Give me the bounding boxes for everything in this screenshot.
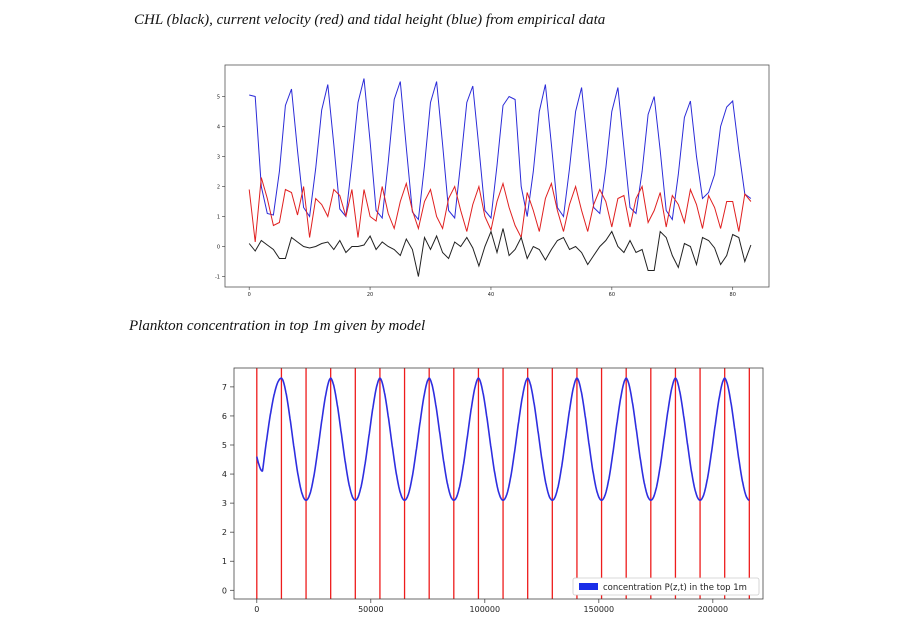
y-tick-label: 6 (222, 412, 227, 421)
series-line-2 (248, 228, 752, 277)
y-tick-label: 0 (217, 244, 220, 250)
x-tick-label: 80 (730, 292, 736, 298)
x-tick-label: 150000 (584, 605, 615, 614)
legend-swatch (579, 583, 598, 590)
x-tick-label: 60 (609, 292, 615, 298)
y-tick-label: 2 (222, 528, 227, 537)
legend-label: concentration P(z,t) in the top 1m (603, 583, 747, 593)
y-tick-label: 1 (217, 214, 220, 220)
y-tick-label: 4 (217, 124, 220, 130)
x-tick-label: 0 (248, 292, 251, 298)
y-tick-label: 0 (222, 586, 227, 595)
y-tick-label: 3 (222, 499, 227, 508)
x-tick-label: 0 (254, 605, 259, 614)
plot-frame (224, 64, 770, 288)
y-tick-label: 5 (217, 94, 220, 100)
chart-caption-top: CHL (black), current velocity (red) and … (134, 12, 606, 28)
y-tick-label: 5 (222, 441, 227, 450)
plot-frame (233, 367, 764, 600)
y-tick-label: -1 (215, 274, 220, 280)
y-tick-label: 1 (222, 557, 227, 566)
chart-caption-bottom: Plankton concentration in top 1m given b… (129, 318, 426, 334)
chart-legend: concentration P(z,t) in the top 1m (572, 577, 760, 596)
series-line-1 (248, 177, 752, 243)
y-tick-label: 3 (217, 154, 220, 160)
x-tick-label: 20 (367, 292, 373, 298)
y-tick-label: 2 (217, 184, 220, 190)
y-tick-label: 4 (222, 470, 227, 479)
x-tick-label: 40 (488, 292, 494, 298)
y-tick-label: 7 (222, 383, 227, 392)
x-tick-label: 50000 (358, 605, 383, 614)
x-tick-label: 100000 (470, 605, 501, 614)
concentration-curve (256, 377, 750, 502)
x-tick-label: 200000 (698, 605, 729, 614)
series-line-0 (249, 78, 752, 221)
